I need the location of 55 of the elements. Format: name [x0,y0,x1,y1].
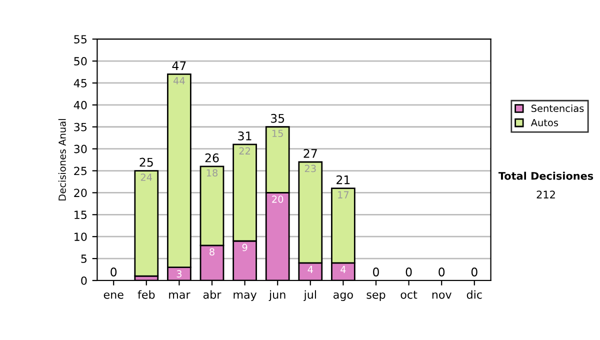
x-tick-label: ago [334,292,353,301]
data-label: 3 [176,270,182,278]
data-label: 17 [338,191,349,198]
bar [134,170,159,277]
data-label: 15 [272,130,283,138]
x-tick-label: jul [304,290,316,301]
data-label: 23 [304,164,316,172]
x-tick-label: ene [104,292,124,299]
x-tick-label: sep [366,292,386,301]
data-label: 20 [272,196,284,203]
total-label: 0 [110,268,117,276]
text: Total Decisiones [498,172,594,180]
total-label: 26 [205,153,219,162]
y-tick-label: 0 [81,276,87,285]
x-tick-label: mar [169,292,190,299]
y-tick-label: 40 [74,100,87,110]
text: 212 [536,190,555,198]
y-tick-label: 35 [74,122,87,132]
total-label: 0 [373,268,379,276]
y-tick-label: 5 [81,254,87,263]
x-tick-label: dic [466,290,482,299]
total-label: 25 [140,158,153,167]
total-label: 35 [270,114,284,123]
total-label: 0 [471,268,478,276]
x-tick-label: oct [400,290,418,299]
y-axis-title: Decisiones Anual [58,119,66,200]
x-tick-label: may [234,292,257,301]
total-label: 21 [336,175,350,184]
data-label: 44 [173,77,185,84]
total-label: 0 [438,268,445,276]
data-label: 9 [242,244,248,252]
total-label: 0 [406,268,412,276]
x-tick-label: feb [138,290,155,299]
total-label: 27 [304,149,317,158]
y-tick-label: 25 [74,166,87,176]
y-tick-label: 55 [74,35,87,44]
legend-label: Sentencias [531,104,584,112]
y-tick-label: 20 [74,188,87,198]
y-tick-label: 10 [74,232,87,241]
total-label: 31 [238,131,252,140]
y-tick-label: 15 [74,210,87,220]
data-label: 4 [308,266,313,273]
x-tick-label: jun [268,290,286,301]
data-label: 18 [206,169,218,177]
data-label: 4 [340,266,346,273]
y-tick-label: 30 [74,144,87,154]
legend-label: Autos [530,119,558,126]
data-label: 24 [140,174,152,181]
y-tick-label: 50 [74,57,87,66]
x-tick-label: nov [432,292,452,299]
total-label: 47 [172,61,186,70]
data-label: 22 [239,147,250,154]
data-label: 8 [210,248,214,256]
y-tick-label: 45 [74,79,87,88]
x-tick-label: abr [203,290,222,299]
